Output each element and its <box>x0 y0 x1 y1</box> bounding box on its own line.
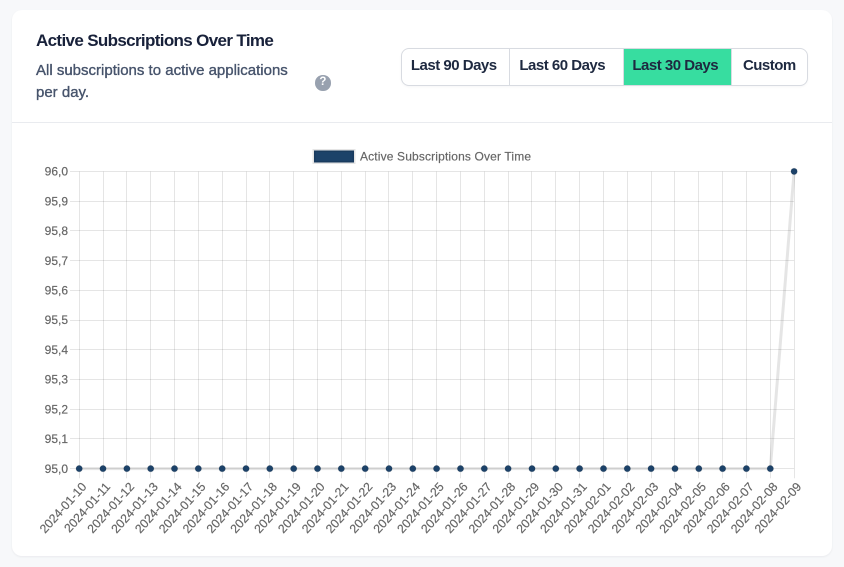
svg-text:95,0: 95,0 <box>45 462 69 476</box>
svg-text:95,6: 95,6 <box>45 284 69 298</box>
svg-text:96,0: 96,0 <box>45 165 69 179</box>
svg-text:Active Subscriptions Over Time: Active Subscriptions Over Time <box>360 150 531 164</box>
svg-text:95,1: 95,1 <box>45 432 69 446</box>
svg-text:95,9: 95,9 <box>45 194 69 208</box>
svg-text:95,2: 95,2 <box>45 402 69 416</box>
svg-text:95,7: 95,7 <box>45 254 69 268</box>
svg-text:95,3: 95,3 <box>45 373 69 387</box>
svg-text:95,5: 95,5 <box>45 313 69 327</box>
svg-text:95,4: 95,4 <box>45 343 69 357</box>
svg-text:95,8: 95,8 <box>45 224 69 238</box>
